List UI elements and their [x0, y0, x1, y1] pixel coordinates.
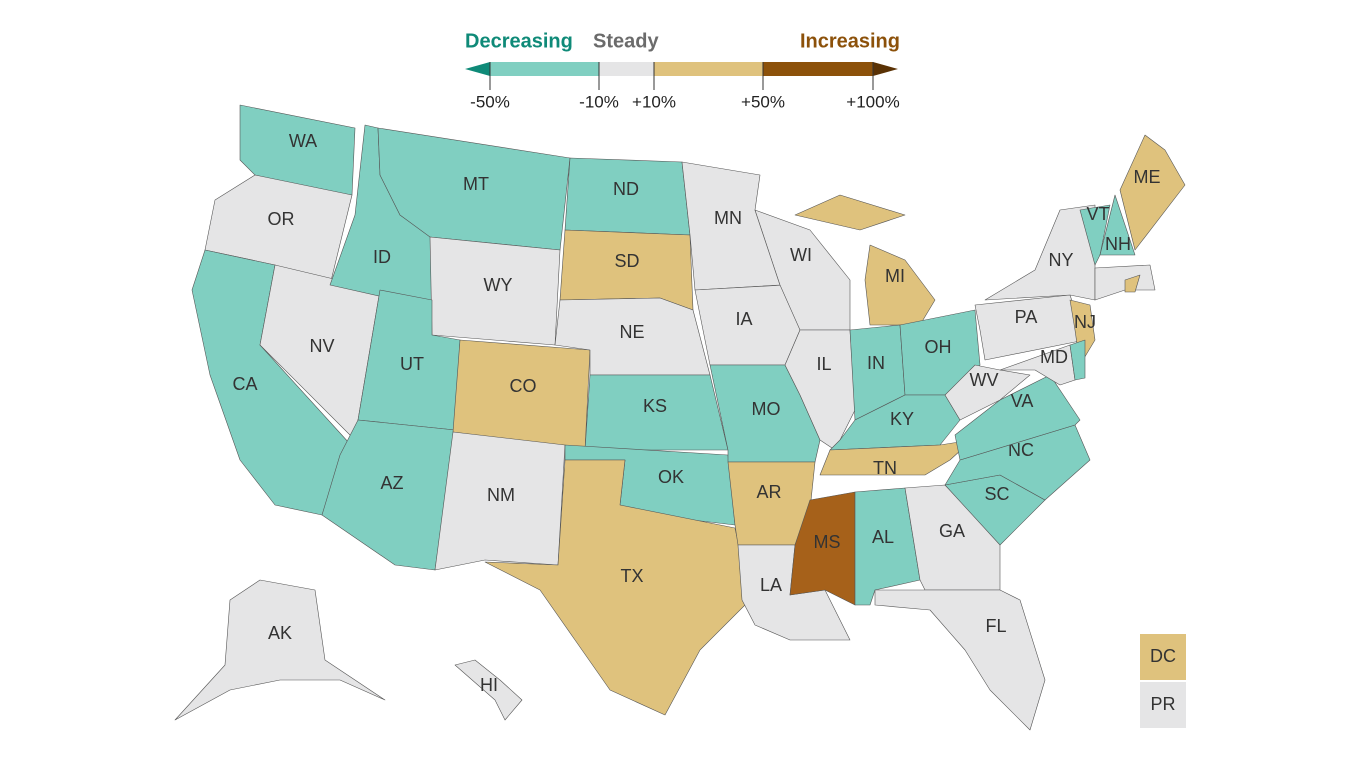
state-label: PA — [1015, 307, 1038, 327]
state — [1124, 274, 1141, 293]
legend-header: Increasing — [800, 30, 900, 52]
state-label: MN — [714, 208, 742, 228]
state-label: ID — [373, 247, 391, 267]
state — [944, 364, 1031, 421]
state-label: OK — [658, 467, 684, 487]
state-label: IA — [735, 309, 752, 329]
legend-segment — [490, 62, 599, 76]
state-label: VA — [1011, 391, 1034, 411]
state-label: NJ — [1074, 312, 1096, 332]
state-label: MI — [885, 266, 905, 286]
state — [1069, 299, 1096, 366]
territory-label: DC — [1150, 646, 1176, 666]
legend-tick-label: -50% — [470, 92, 510, 111]
legend-segment — [465, 62, 490, 76]
state-label: GA — [939, 521, 965, 541]
legend-tick-label: +10% — [632, 92, 676, 111]
state-label: CO — [510, 376, 537, 396]
state — [1069, 339, 1086, 381]
state-label: AZ — [380, 473, 403, 493]
state-label: MS — [814, 532, 841, 552]
state-label: VT — [1086, 204, 1109, 224]
state-label: IL — [816, 354, 831, 374]
state — [434, 431, 566, 571]
territory-box — [1140, 682, 1186, 728]
legend-tick-label: +100% — [846, 92, 899, 111]
state-label: UT — [400, 354, 424, 374]
state-label: NV — [309, 336, 334, 356]
state — [1099, 194, 1136, 256]
legend-header: Steady — [593, 30, 659, 52]
state-label: ME — [1134, 167, 1161, 187]
state — [874, 589, 1046, 731]
state-label: NY — [1048, 250, 1073, 270]
legend-segment — [763, 62, 873, 76]
legend-tick-label: -10% — [579, 92, 619, 111]
legend-header: Decreasing — [465, 30, 573, 52]
state-label: OR — [268, 209, 295, 229]
state-label: NE — [619, 322, 644, 342]
state-label: FL — [985, 616, 1006, 636]
state — [174, 579, 386, 721]
state-label: AL — [872, 527, 894, 547]
state-label: SC — [984, 484, 1009, 504]
territory-box — [1140, 634, 1186, 680]
state-label: KS — [643, 396, 667, 416]
state-label: MO — [752, 399, 781, 419]
state-label: MD — [1040, 347, 1068, 367]
legend-segment — [599, 62, 654, 76]
state-label: WY — [484, 275, 513, 295]
state — [484, 459, 751, 716]
state-label: ND — [613, 179, 639, 199]
state-label: IN — [867, 353, 885, 373]
state-label: WI — [790, 245, 812, 265]
legend-segment — [654, 62, 763, 76]
state — [984, 204, 1096, 301]
state — [974, 294, 1086, 361]
state-label: NH — [1105, 234, 1131, 254]
state-label: WV — [970, 370, 999, 390]
state — [999, 344, 1076, 386]
state-label: TN — [873, 458, 897, 478]
state-label: NM — [487, 485, 515, 505]
state-label: AK — [268, 623, 292, 643]
legend-tick-label: +50% — [741, 92, 785, 111]
territory-label: PR — [1150, 694, 1175, 714]
state-label: WA — [289, 131, 317, 151]
legend-segment — [873, 62, 898, 76]
state-label: LA — [760, 575, 782, 595]
state-label: TX — [620, 566, 643, 586]
state-label: OH — [925, 337, 952, 357]
state — [1119, 134, 1186, 251]
state-label: CA — [232, 374, 257, 394]
state-label: SD — [614, 251, 639, 271]
state-label: NC — [1008, 440, 1034, 460]
state-label: HI — [480, 675, 498, 695]
state-label: AR — [756, 482, 781, 502]
state — [454, 659, 523, 721]
state-label: KY — [890, 409, 914, 429]
state-label: MT — [463, 174, 489, 194]
